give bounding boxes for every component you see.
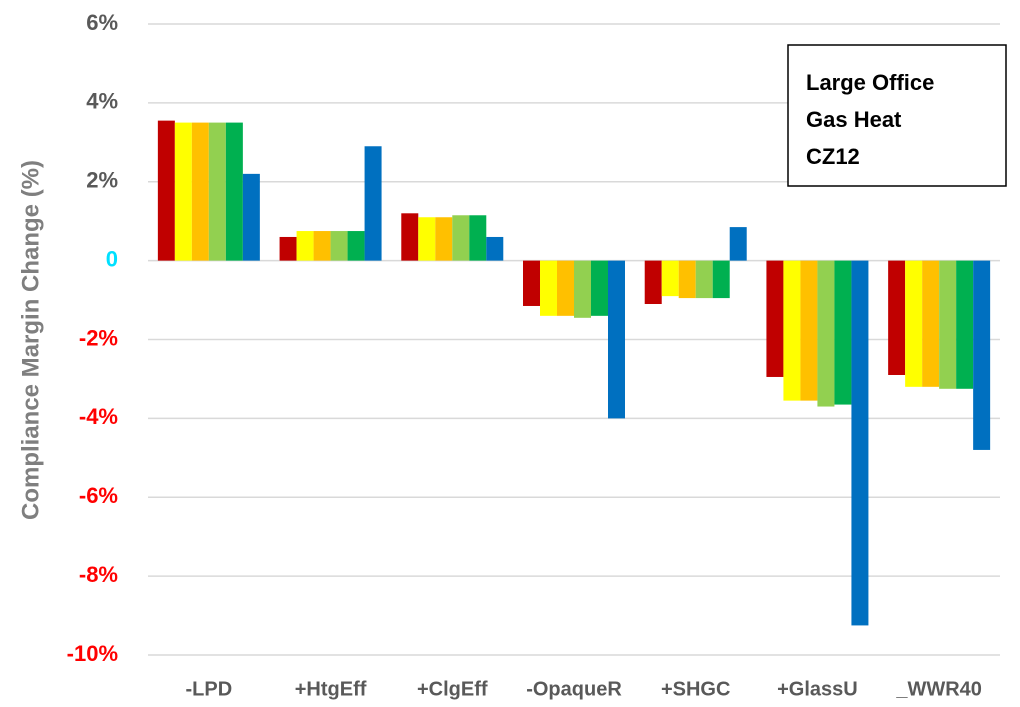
bar	[486, 236, 504, 261]
x-tick-label: +GlassU	[777, 678, 858, 700]
bar	[888, 260, 906, 375]
bar	[644, 260, 662, 305]
bar	[939, 260, 957, 389]
bar	[695, 260, 713, 299]
bar	[296, 231, 314, 261]
y-tick-label: -8%	[79, 562, 118, 587]
bar	[783, 260, 801, 401]
bar	[330, 231, 348, 261]
bar	[608, 260, 625, 419]
bar	[800, 260, 818, 401]
bar	[157, 120, 175, 261]
bar	[347, 231, 365, 261]
bar	[557, 260, 574, 316]
bar	[279, 236, 297, 261]
bar	[225, 122, 243, 261]
x-tick-label: -LPD	[186, 678, 233, 700]
bar	[973, 260, 991, 450]
y-tick-label: 2%	[86, 168, 118, 193]
bar	[523, 260, 540, 306]
y-tick-label: -4%	[79, 404, 118, 429]
bar	[661, 260, 679, 297]
bar	[435, 217, 453, 261]
y-tick-label: -6%	[79, 483, 118, 508]
y-axis-label: Compliance Margin Change (%)	[17, 160, 44, 520]
bar	[401, 213, 419, 261]
y-tick-label: -10%	[67, 641, 118, 666]
x-tick-label: -OpaqueR	[526, 678, 622, 700]
bar	[851, 260, 869, 626]
bar	[174, 122, 192, 261]
x-tick-label: +SHGC	[661, 678, 730, 700]
annotation-box	[787, 44, 1007, 187]
bar	[469, 215, 487, 261]
bar	[817, 260, 835, 407]
x-tick-label: +ClgEff	[417, 678, 488, 700]
bar	[540, 260, 557, 316]
bar	[922, 260, 940, 387]
y-tick-label: 0	[106, 246, 118, 271]
bar	[191, 122, 209, 261]
bar	[905, 260, 923, 387]
bar	[591, 260, 608, 316]
bar	[313, 231, 331, 261]
bar	[452, 215, 470, 261]
bar	[364, 146, 382, 261]
y-tick-label: 6%	[86, 10, 118, 35]
bar	[766, 260, 784, 377]
y-tick-label: -2%	[79, 325, 118, 350]
bar	[712, 260, 730, 299]
bar	[242, 173, 260, 261]
annotation-text: Large Office	[806, 70, 934, 95]
bar	[574, 260, 591, 318]
y-tick-label: 4%	[86, 89, 118, 114]
x-tick-label: _WWR40	[895, 678, 982, 700]
bar	[956, 260, 974, 389]
annotation-text: CZ12	[806, 144, 860, 169]
x-tick-label: +HtgEff	[295, 678, 367, 700]
bar	[418, 217, 436, 261]
bar	[678, 260, 696, 299]
bar	[729, 227, 747, 261]
bar	[208, 122, 226, 261]
bar	[834, 260, 852, 405]
annotation-text: Gas Heat	[806, 107, 902, 132]
